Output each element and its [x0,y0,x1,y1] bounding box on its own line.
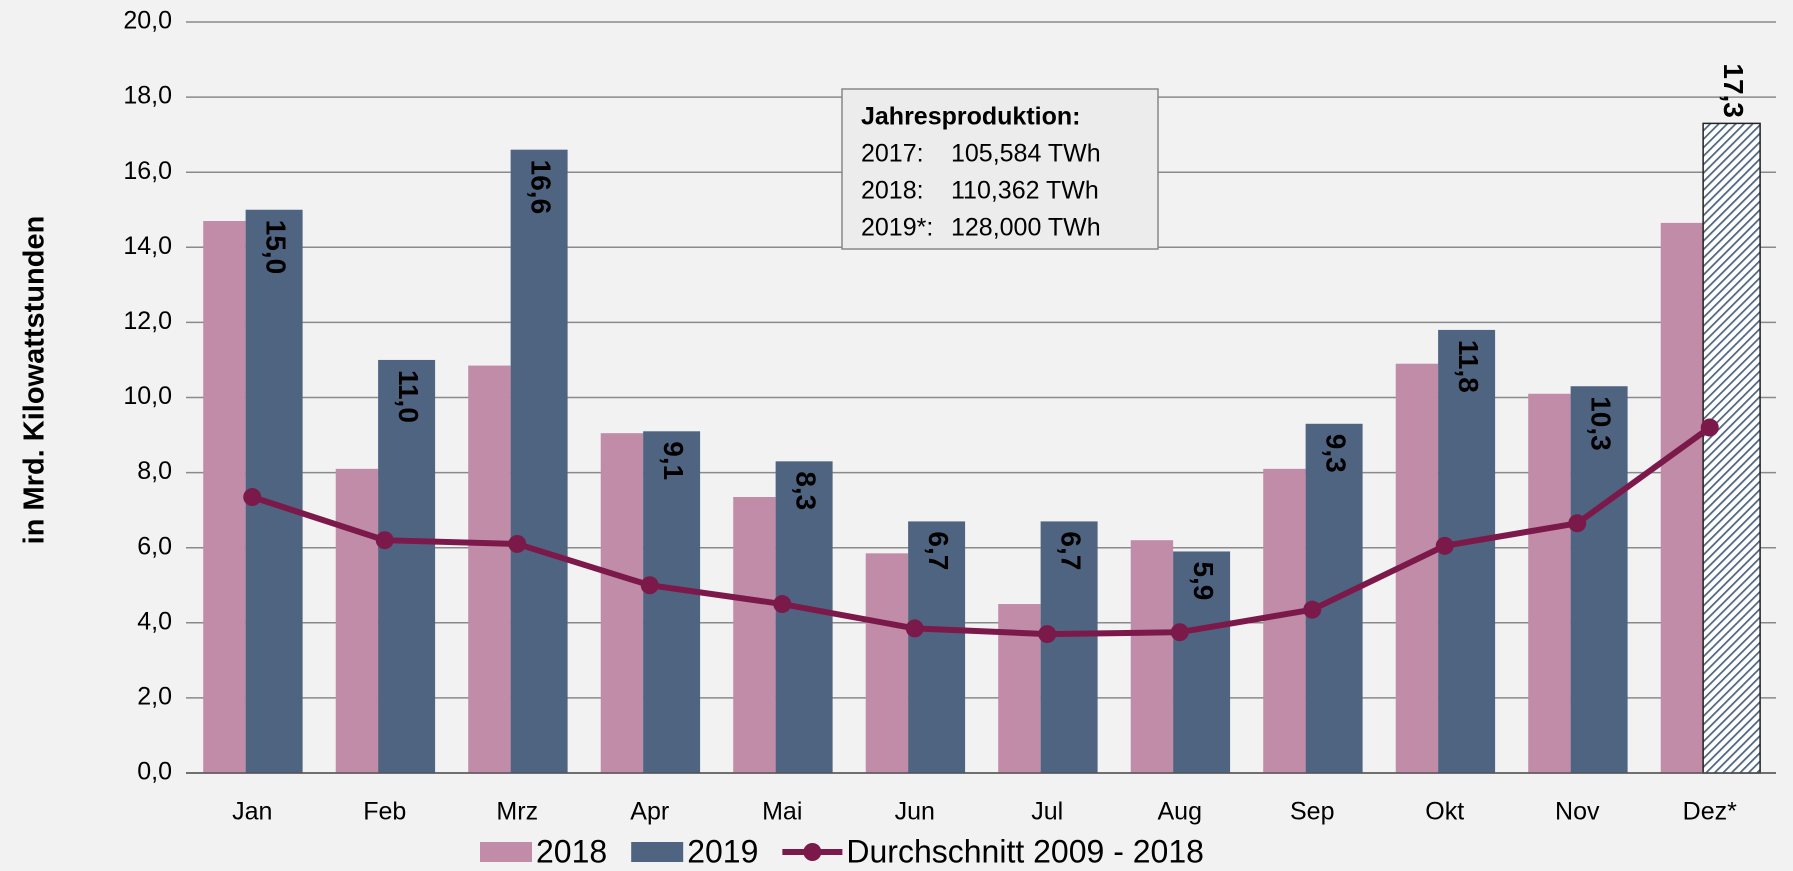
value-label: 15,0 [261,220,292,275]
x-tick-label: Sep [1290,798,1334,826]
value-label: 9,3 [1321,434,1352,473]
annotation-value: 128,000 TWh [951,214,1101,242]
line [251,425,1712,638]
x-tick-label: Aug [1158,798,1202,826]
x-tick-label: Jun [895,798,935,826]
legend-swatch [631,842,684,862]
marker [1700,418,1719,437]
annotation-label: 2018: [861,177,924,205]
y-tick-label: 14,0 [123,232,172,260]
bar [775,461,833,773]
marker [243,488,262,507]
annotation-value: 105,584 TWh [951,140,1101,168]
value-label: 6,7 [923,531,954,570]
bar [865,553,909,773]
marker [1038,625,1057,644]
annotation-value: 110,362 TWh [951,177,1099,205]
bar [733,497,776,773]
x-tick-label: Dez* [1683,798,1737,826]
marker [1568,514,1587,533]
annotation-title: Jahresproduktion: [861,103,1080,131]
legend-marker [803,843,822,861]
marker [1303,600,1322,619]
legend-label: Durchschnitt 2009 - 2018 [846,833,1204,869]
bar [1173,551,1231,773]
bar [643,431,701,773]
bar [1040,521,1098,773]
y-tick-label: 12,0 [123,307,172,335]
annotation-box [841,88,1159,250]
bar [1660,222,1704,773]
y-tick-label: 18,0 [123,82,172,110]
x-tick-label: Okt [1425,798,1464,826]
marker [1170,623,1189,642]
bar [1528,393,1571,773]
value-label: 11,0 [393,370,424,423]
y-tick-label: 8,0 [137,457,172,485]
bar [1702,122,1761,774]
legend-swatch [480,842,532,862]
bar [378,359,436,773]
bar [510,149,568,774]
x-tick-label: Mai [762,798,802,826]
bar [1570,386,1628,773]
bar [468,365,511,773]
x-tick-label: Jul [1031,798,1063,826]
x-tick-label: Apr [630,798,669,826]
marker [640,576,659,595]
y-tick-label: 10,0 [123,382,172,410]
bar [203,221,246,773]
y-axis-label: in Mrd. Kilowattstunden [19,216,51,545]
marker [375,531,394,550]
bar [335,468,379,773]
annotation-label: 2017: [861,140,924,168]
y-tick-label: 0,0 [137,758,172,786]
marker [508,534,527,553]
marker [1435,536,1454,555]
marker [905,619,924,638]
marker [773,595,792,614]
value-label: 16,6 [526,160,557,215]
x-tick-label: Jan [232,798,272,826]
value-label: 8,3 [791,471,822,510]
y-tick-label: 2,0 [137,683,172,711]
bar [1130,540,1174,773]
value-label: 10,3 [1586,396,1617,451]
x-tick-label: Nov [1555,798,1600,826]
x-tick-label: Mrz [496,798,538,826]
y-tick-label: 20,0 [123,7,172,35]
value-label: 6,7 [1056,531,1087,570]
value-label: 5,9 [1188,561,1219,600]
legend-label: 2019 [687,833,758,869]
x-tick-label: Feb [363,798,406,826]
bar [600,433,644,773]
bar [908,521,966,773]
value-label: 9,1 [658,441,689,480]
y-tick-label: 6,0 [137,532,172,560]
value-label: 17,3 [1718,63,1749,117]
legend-label: 2018 [536,833,607,869]
y-tick-label: 16,0 [123,157,172,185]
value-label: 11,8 [1453,340,1484,393]
y-tick-label: 4,0 [137,607,172,635]
annotation-label: 2019*: [861,214,933,242]
bar [1263,468,1306,773]
